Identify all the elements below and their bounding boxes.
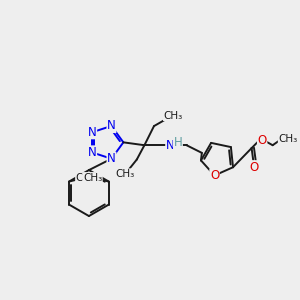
Text: H: H	[173, 136, 182, 149]
Text: O: O	[210, 169, 219, 182]
Text: O: O	[257, 134, 267, 147]
Text: CH₃: CH₃	[164, 110, 183, 121]
Text: CH₃: CH₃	[116, 169, 135, 179]
Text: CH₃: CH₃	[83, 173, 102, 183]
Text: CH₃: CH₃	[278, 134, 298, 143]
Text: N: N	[107, 119, 116, 133]
Text: N: N	[88, 146, 97, 159]
Text: N: N	[88, 126, 97, 139]
Text: N: N	[107, 152, 116, 165]
Text: CH₃: CH₃	[76, 173, 95, 183]
Text: N: N	[166, 139, 175, 152]
Text: O: O	[249, 161, 258, 174]
